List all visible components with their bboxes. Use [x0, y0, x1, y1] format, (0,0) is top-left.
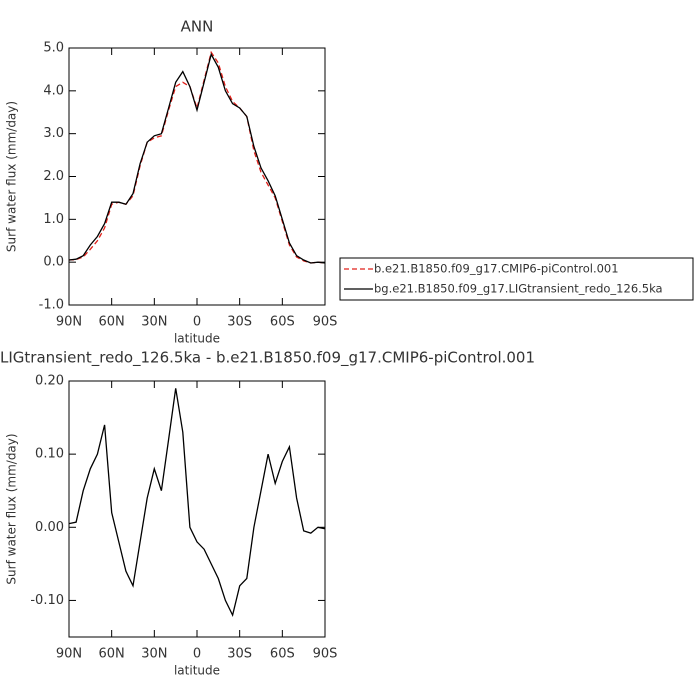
x-tick-label: 0	[193, 647, 201, 662]
data-line	[68, 52, 326, 264]
x-tick-label: 30N	[141, 315, 167, 330]
y-axis-label: Surf water flux (mm/day)	[5, 101, 19, 252]
y-tick-label: -1.0	[39, 298, 64, 313]
x-tick-label: 60S	[270, 315, 295, 330]
x-tick-label: 90S	[313, 647, 338, 662]
y-tick-label: -0.10	[30, 593, 64, 608]
data-line	[68, 388, 326, 618]
x-tick-label: 30S	[227, 647, 252, 662]
panel: ANN -1.0 0.0 1.0 2.0 3.0 4.0 5.0 90N 60N 30N 0 30S 60…	[5, 18, 694, 346]
x-tick-label: 30N	[141, 647, 167, 662]
y-tick-label: 0.0	[43, 255, 64, 270]
legend: b.e21.B1850.f09_g17.CMIP6-piControl.001b…	[339, 257, 694, 301]
y-tick-label: 1.0	[43, 212, 64, 227]
legend-label: bg.e21.B1850.f09_g17.LIGtransient_redo_1…	[374, 282, 663, 296]
y-tick-label: 0.00	[35, 520, 64, 535]
panel: LIGtransient_redo_126.5ka - b.e21.B1850.…	[0, 349, 535, 678]
x-tick-label: 30S	[227, 315, 252, 330]
legend-label: b.e21.B1850.f09_g17.CMIP6-piControl.001	[374, 262, 619, 276]
y-tick-label: 0.20	[35, 374, 64, 389]
plot-frame	[68, 380, 326, 638]
x-tick-label: 90N	[56, 647, 82, 662]
x-tick-label: 0	[193, 315, 201, 330]
plot-frame	[68, 47, 326, 306]
legend-box	[339, 257, 694, 301]
chart-title: ANN	[181, 18, 214, 36]
y-tick-label: 0.10	[35, 447, 64, 462]
y-axis-label: Surf water flux (mm/day)	[5, 433, 19, 584]
x-tick-label: 90N	[56, 315, 82, 330]
x-axis-label: latitude	[174, 664, 220, 678]
y-tick-label: 5.0	[43, 41, 64, 56]
x-tick-label: 60S	[270, 647, 295, 662]
y-tick-label: 2.0	[43, 169, 64, 184]
x-tick-label: 90S	[313, 315, 338, 330]
chart-title: LIGtransient_redo_126.5ka - b.e21.B1850.…	[0, 349, 535, 368]
x-axis-label: latitude	[174, 332, 220, 346]
x-tick-label: 60N	[99, 647, 125, 662]
y-tick-label: 3.0	[43, 126, 64, 141]
y-tick-label: 4.0	[43, 83, 64, 98]
x-tick-label: 60N	[99, 315, 125, 330]
